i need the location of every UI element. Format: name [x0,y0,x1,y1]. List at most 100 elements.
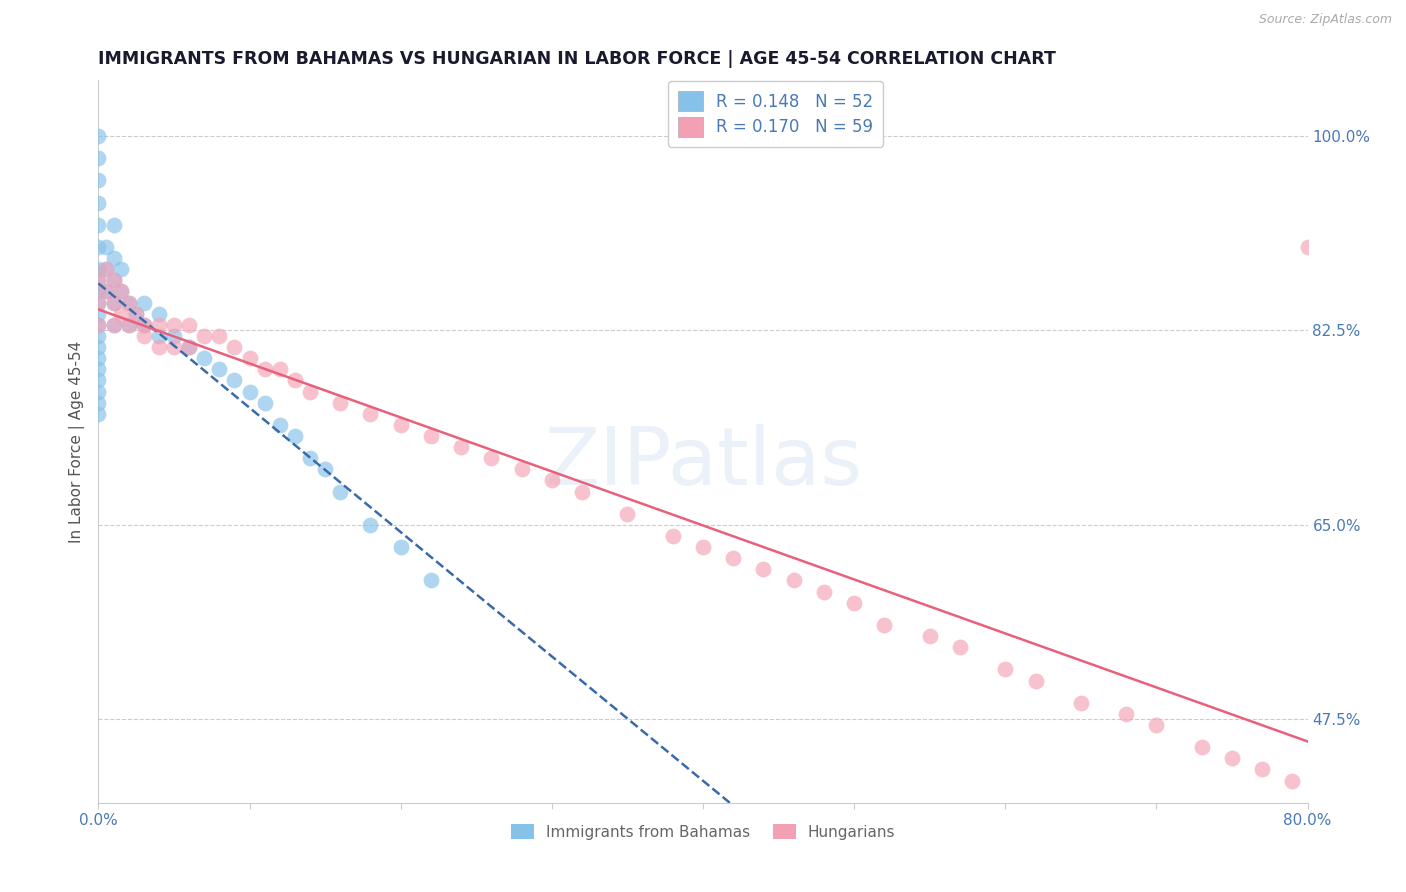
Point [783,574,806,588]
Point [125,307,148,321]
Point [103,273,125,287]
Point [420,429,443,443]
Point [1191,740,1213,755]
Point [103,251,125,265]
Point [87,329,110,343]
Point [94,285,117,299]
Point [163,329,186,343]
Point [87,262,110,277]
Point [844,596,866,610]
Point [193,351,215,366]
Legend: Immigrants from Bahamas, Hungarians: Immigrants from Bahamas, Hungarians [505,818,901,846]
Point [994,662,1017,676]
Point [110,285,132,299]
Point [450,440,472,454]
Point [389,417,412,432]
Point [224,340,246,354]
Point [87,273,110,287]
Point [208,329,231,343]
Point [253,395,276,409]
Point [87,295,110,310]
Point [813,584,835,599]
Point [224,373,246,387]
Point [148,329,170,343]
Point [87,285,110,299]
Point [481,451,503,466]
Point [87,273,110,287]
Point [132,329,155,343]
Y-axis label: In Labor Force | Age 45-54: In Labor Force | Age 45-54 [69,341,84,542]
Point [87,407,110,421]
Point [1251,763,1274,777]
Point [87,295,110,310]
Point [389,540,412,554]
Point [1070,696,1092,710]
Point [208,362,231,376]
Point [179,318,201,332]
Point [284,429,307,443]
Point [87,173,110,187]
Point [949,640,972,655]
Point [103,318,125,332]
Point [163,318,186,332]
Point [1296,240,1319,254]
Point [360,407,382,421]
Point [94,285,117,299]
Text: ZIPatlas: ZIPatlas [544,425,862,502]
Text: Source: ZipAtlas.com: Source: ZipAtlas.com [1258,13,1392,27]
Point [360,517,382,532]
Point [420,574,443,588]
Point [87,240,110,254]
Point [110,307,132,321]
Point [87,351,110,366]
Point [148,307,170,321]
Text: IMMIGRANTS FROM BAHAMAS VS HUNGARIAN IN LABOR FORCE | AGE 45-54 CORRELATION CHAR: IMMIGRANTS FROM BAHAMAS VS HUNGARIAN IN … [98,50,1056,68]
Point [616,507,638,521]
Point [148,340,170,354]
Point [1024,673,1046,688]
Point [94,240,117,254]
Point [132,318,155,332]
Point [94,262,117,277]
Point [87,395,110,409]
Point [193,329,215,343]
Point [103,318,125,332]
Point [87,151,110,165]
Point [103,218,125,232]
Point [540,474,562,488]
Point [87,373,110,387]
Point [87,195,110,210]
Point [329,395,352,409]
Point [87,318,110,332]
Point [239,384,262,399]
Point [110,285,132,299]
Point [118,318,141,332]
Point [299,384,322,399]
Point [1220,751,1243,765]
Point [87,128,110,143]
Point [132,318,155,332]
Point [132,295,155,310]
Point [163,340,186,354]
Point [1281,773,1303,788]
Point [87,340,110,354]
Point [103,295,125,310]
Point [1144,718,1167,732]
Point [87,218,110,232]
Point [571,484,593,499]
Point [103,273,125,287]
Point [253,362,276,376]
Point [118,295,141,310]
Point [118,318,141,332]
Point [269,362,291,376]
Point [87,318,110,332]
Point [329,484,352,499]
Point [314,462,336,476]
Point [239,351,262,366]
Point [148,318,170,332]
Point [94,262,117,277]
Point [110,262,132,277]
Point [299,451,322,466]
Point [103,295,125,310]
Point [661,529,683,543]
